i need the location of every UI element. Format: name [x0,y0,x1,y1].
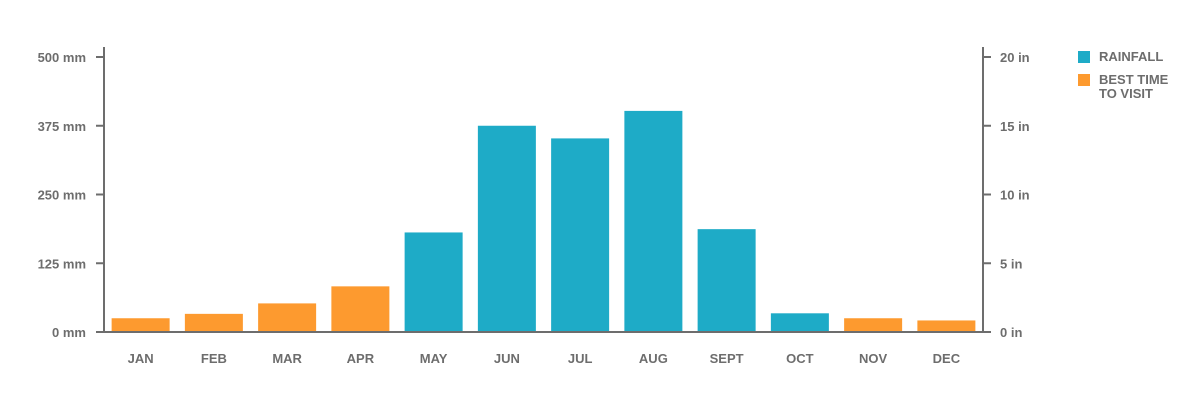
x-tick-label-apr: APR [347,351,375,366]
x-tick-label-feb: FEB [201,351,227,366]
right-tick-label-15: 15 in [1000,119,1030,134]
x-tick-label-sept: SEPT [710,351,744,366]
bar-apr [331,286,390,332]
x-tick-label-nov: NOV [859,351,888,366]
right-tick-label-20: 20 in [1000,50,1030,65]
left-tick-label-250: 250 mm [38,188,86,203]
legend-item-rainfall: RAINFALL [1078,50,1179,64]
legend-swatch-best-time [1078,74,1090,86]
legend: RAINFALL BEST TIME TO VISIT [1078,50,1179,110]
bar-sept [697,229,756,332]
axes-group [96,47,991,333]
left-tick-label-125: 125 mm [38,256,86,271]
legend-label-rainfall: RAINFALL [1099,49,1164,64]
x-tick-label-oct: OCT [786,351,814,366]
left-tick-label-375: 375 mm [38,119,86,134]
x-tick-label-jan: JAN [128,351,154,366]
bar-aug [624,110,683,333]
legend-swatch-rainfall [1078,51,1090,63]
right-tick-label-0: 0 in [1000,325,1022,340]
right-tick-label-5: 5 in [1000,256,1022,271]
bar-jun [477,125,536,332]
x-tick-label-jun: JUN [494,351,520,366]
bar-oct [770,313,829,332]
ticks-group: JAN FEB MAR APR MAY JUN JUL AUG SEPT OCT NOV DEC 0 m… [38,50,1030,366]
bars-group [111,110,976,333]
x-tick-label-dec: DEC [933,351,961,366]
x-tick-label-may: MAY [420,351,448,366]
x-tick-label-mar: MAR [272,351,302,366]
legend-item-best-time: BEST TIME TO VISIT [1078,73,1179,101]
bar-jan [111,318,170,332]
bar-jul [551,138,610,332]
bar-dec [917,320,976,332]
right-tick-label-10: 10 in [1000,188,1030,203]
left-tick-label-0: 0 mm [52,325,86,340]
left-tick-label-500: 500 mm [38,50,86,65]
bar-nov [844,318,903,332]
bar-mar [258,303,317,332]
x-tick-label-aug: AUG [639,351,668,366]
x-tick-label-jul: JUL [568,351,593,366]
bar-feb [184,313,243,332]
legend-label-best-time: BEST TIME TO VISIT [1099,72,1169,101]
bar-may [404,232,463,332]
